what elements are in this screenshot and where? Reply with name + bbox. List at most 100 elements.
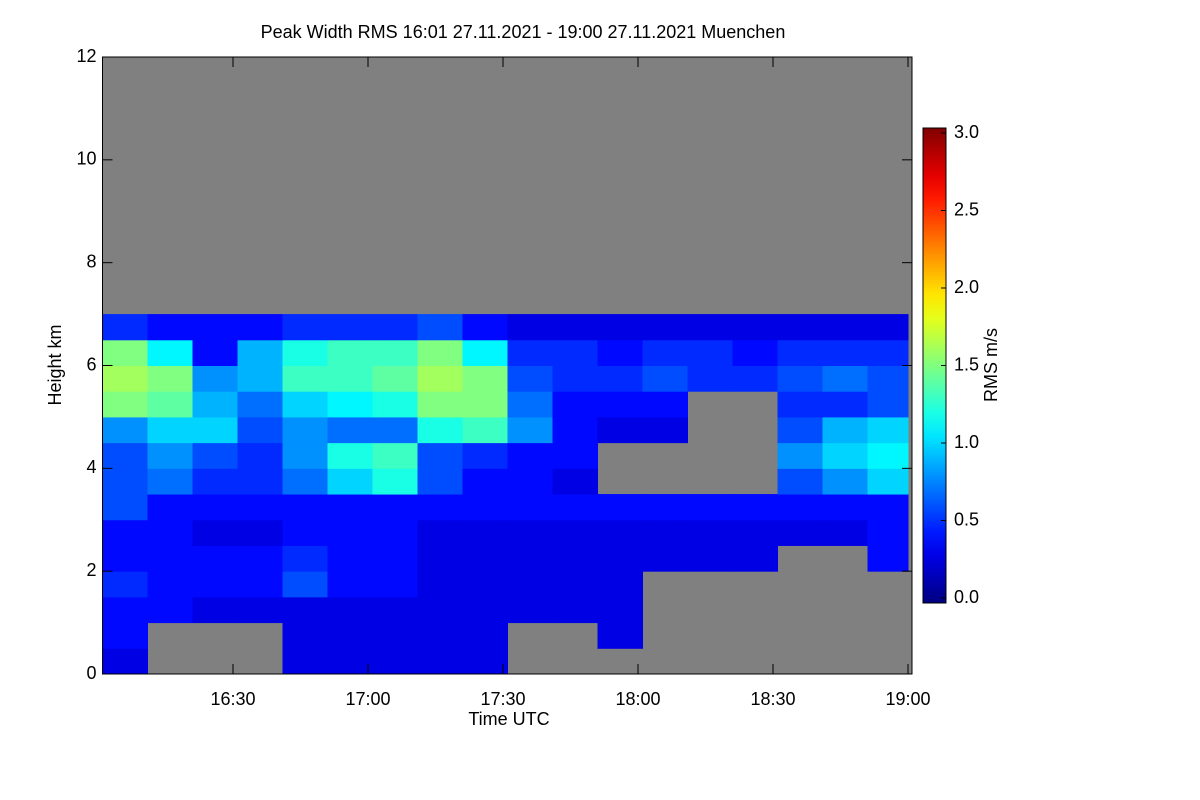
heatmap-cell (372, 339, 418, 366)
heatmap-cell (327, 365, 373, 392)
heatmap-cell (192, 571, 238, 598)
heatmap-cell (102, 442, 148, 469)
heatmap-cell (462, 596, 508, 624)
heatmap-cell (462, 571, 508, 598)
heatmap-cell (462, 648, 508, 675)
heatmap-cell (327, 545, 373, 572)
heatmap-cell (192, 468, 238, 495)
heatmap-cell (372, 314, 418, 341)
heatmap-cell (462, 339, 508, 366)
heatmap-cell (237, 468, 283, 495)
y-tick-label: 0 (86, 663, 96, 683)
heatmap-cell (192, 442, 238, 469)
heatmap-cell (372, 391, 418, 418)
heatmap-cell (597, 365, 643, 392)
heatmap-cell (327, 519, 373, 546)
heatmap-cell (822, 416, 868, 444)
heatmap-cell (597, 494, 643, 521)
heatmap-cell (822, 519, 868, 546)
heatmap-cell (237, 416, 283, 444)
x-tick-label: 19:00 (885, 689, 930, 709)
heatmap-cell (417, 571, 463, 598)
colorbar-tick-label: 3.0 (954, 122, 979, 142)
heatmap-cell (687, 365, 733, 392)
heatmap-cell (192, 596, 238, 624)
heatmap-cell (102, 365, 148, 392)
heatmap-cell (552, 494, 598, 521)
heatmap-cell (507, 314, 553, 341)
heatmap-cell (462, 622, 508, 649)
heatmap-cell (552, 314, 598, 341)
heatmap-cell (867, 519, 909, 546)
heatmap-cell (282, 596, 328, 624)
colorbar-label: RMS m/s (981, 328, 1001, 402)
heatmap-cell (642, 494, 688, 521)
heatmap-cell (147, 494, 193, 521)
heatmap-cell (597, 622, 643, 649)
heatmap-cell (687, 314, 733, 341)
heatmap-cell (327, 571, 373, 598)
heatmap-cell (777, 365, 823, 392)
heatmap-cell (417, 314, 463, 341)
heatmap-cell (777, 494, 823, 521)
heatmap-cell (417, 648, 463, 675)
heatmap-cell (507, 365, 553, 392)
heatmap-cell (867, 416, 909, 444)
colorbar-tick-label: 2.0 (954, 277, 979, 297)
heatmap-cell (642, 339, 688, 366)
heatmap-cell (597, 339, 643, 366)
heatmap-cell (147, 596, 193, 624)
heatmap-cell (237, 596, 283, 624)
heatmap-cell (372, 622, 418, 649)
heatmap-cell (237, 571, 283, 598)
heatmap-cell (597, 545, 643, 572)
heatmap-cell (102, 339, 148, 366)
heatmap-cell (552, 468, 598, 495)
heatmap-cell (507, 571, 553, 598)
colorbar-tick-label: 1.5 (954, 354, 979, 374)
heatmap-cell (777, 339, 823, 366)
heatmap-cell (642, 391, 688, 418)
colorbar-tick-label: 2.5 (954, 199, 979, 219)
heatmap-cell (282, 571, 328, 598)
heatmap-cell (462, 545, 508, 572)
heatmap-cell (732, 545, 778, 572)
heatmap-cell (642, 314, 688, 341)
heatmap-cell (462, 416, 508, 444)
heatmap-cell (282, 339, 328, 366)
heatmap-cell (822, 442, 868, 469)
heatmap-cell (192, 494, 238, 521)
heatmap-cell (282, 494, 328, 521)
heatmap-cell (372, 494, 418, 521)
x-tick-label: 18:00 (615, 689, 660, 709)
heatmap-cell (417, 545, 463, 572)
heatmap-cell (147, 519, 193, 546)
heatmap-cell (507, 391, 553, 418)
heatmap-cell (777, 416, 823, 444)
heatmap-cell (192, 339, 238, 366)
heatmap-cell (147, 571, 193, 598)
heatmap-cell (417, 519, 463, 546)
heatmap-cell (372, 519, 418, 546)
heatmap-cell (822, 314, 868, 341)
heatmap-cell (372, 468, 418, 495)
heatmap-cell (282, 416, 328, 444)
colorbar-tick-label: 1.0 (954, 432, 979, 452)
x-axis-label: Time UTC (468, 709, 549, 729)
heatmap-cell (687, 339, 733, 366)
heatmap-cell (147, 468, 193, 495)
heatmap-cell (282, 545, 328, 572)
heatmap-cell (147, 545, 193, 572)
heatmap-cell (102, 519, 148, 546)
heatmap-cell (147, 416, 193, 444)
colorbar-tick-label: 0.5 (954, 509, 979, 529)
heatmap-cell (327, 468, 373, 495)
heatmap-cell (462, 391, 508, 418)
heatmap-cell (552, 519, 598, 546)
heatmap-cell (237, 545, 283, 572)
heatmap-cell (462, 468, 508, 495)
heatmap-cell (822, 494, 868, 521)
heatmap-cell (282, 468, 328, 495)
heatmap-cell (102, 416, 148, 444)
